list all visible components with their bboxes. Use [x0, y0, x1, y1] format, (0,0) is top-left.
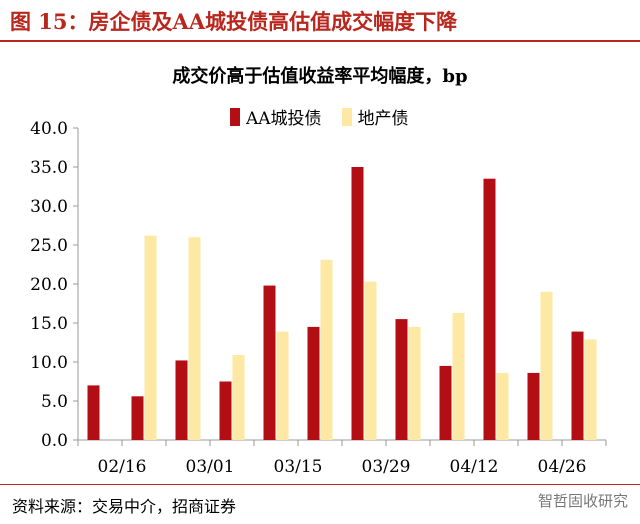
bar-aa [527, 372, 540, 440]
y-tick-label: 10.0 [30, 353, 68, 373]
legend-item-property: 地产债 [341, 104, 409, 129]
bar-property [232, 354, 245, 440]
bar-aa [219, 381, 232, 440]
bar-aa [131, 396, 144, 440]
bar-property [496, 372, 509, 440]
bar-property [144, 235, 157, 440]
bar-property [540, 291, 553, 440]
y-tick-label: 30.0 [30, 197, 68, 217]
legend-item-aa: AA城投债 [230, 104, 322, 129]
y-tick-label: 40.0 [30, 119, 68, 139]
bar-aa [307, 326, 320, 440]
legend-label-property: 地产债 [357, 109, 409, 129]
legend-label-aa: AA城投债 [246, 109, 322, 129]
bar-aa [571, 331, 584, 440]
bar-property [188, 237, 201, 440]
bar-property [452, 312, 465, 440]
chart-title: 成交价高于估值收益率平均幅度，bp [172, 66, 468, 87]
bar-aa [87, 385, 100, 440]
bar-property [408, 326, 421, 440]
y-tick-label: 35.0 [30, 158, 68, 178]
bar-aa [483, 178, 496, 440]
bar-property [364, 281, 377, 440]
x-tick-label: 03/15 [274, 457, 323, 477]
watermark: 智哲固收研究 [537, 492, 628, 510]
figure-title: 图 15：房企债及AA城投债高估值成交幅度下降 [10, 9, 458, 34]
bar-property [276, 331, 289, 440]
bar-property [320, 259, 333, 440]
source-note: 资料来源：交易中介，招商证券 [12, 497, 237, 516]
bar-aa [351, 167, 364, 440]
legend-swatch-aa [230, 107, 240, 126]
bar-property [584, 339, 597, 440]
source-divider [0, 484, 640, 485]
bar-aa [263, 285, 276, 440]
y-tick-label: 25.0 [30, 236, 68, 256]
x-tick-label: 04/26 [538, 457, 587, 477]
title-divider [0, 40, 640, 42]
bar-aa [395, 319, 408, 440]
y-tick-label: 15.0 [30, 314, 68, 334]
x-tick-label: 02/16 [98, 457, 147, 477]
y-tick-label: 20.0 [30, 275, 68, 295]
x-tick-label: 04/12 [450, 457, 499, 477]
bar-aa [175, 360, 188, 440]
x-tick-label: 03/01 [186, 457, 235, 477]
chart-legend: AA城投债 地产债 [230, 104, 429, 129]
x-tick-label: 03/29 [362, 457, 411, 477]
bar-aa [439, 365, 452, 440]
legend-swatch-property [341, 107, 352, 126]
bar-chart: 0.0 5.0 10.0 15.0 20.0 25.0 30.0 35.0 40.0 02/16 0… [30, 119, 607, 477]
y-tick-label: 5.0 [41, 392, 68, 412]
y-tick-label: 0.0 [41, 431, 68, 451]
